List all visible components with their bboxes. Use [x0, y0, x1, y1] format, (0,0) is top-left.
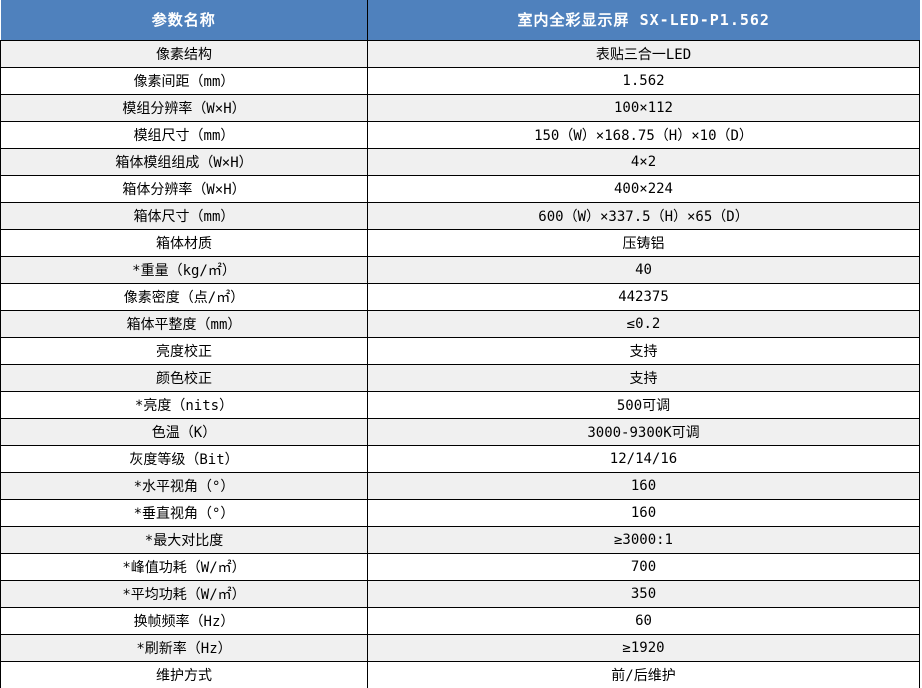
param-value-cell: 150（W）×168.75（H）×10（D） [367, 120, 920, 149]
param-value-cell: 600（W）×337.5（H）×65（D） [367, 201, 920, 230]
param-name-cell: 像素间距（mm） [0, 66, 368, 95]
param-value-cell: 支持 [367, 336, 920, 365]
param-value-cell: 前/后维护 [367, 660, 920, 688]
param-name-cell: 模组分辨率（W×H） [0, 93, 368, 122]
table-row: 模组分辨率（W×H） 100×112 [0, 93, 920, 122]
param-name-cell: 箱体材质 [0, 228, 368, 257]
param-value-cell: 表贴三合一LED [367, 39, 920, 68]
param-value-cell: 160 [367, 498, 920, 527]
table-row: 色温（K） 3000-9300K可调 [0, 417, 920, 446]
table-row: 箱体模组组成（W×H） 4×2 [0, 147, 920, 176]
param-value-cell: 160 [367, 471, 920, 500]
header-product-model: 室内全彩显示屏 SX-LED-P1.562 [367, 0, 920, 41]
param-name-cell: *水平视角（°） [0, 471, 368, 500]
table-row: 颜色校正 支持 [0, 363, 920, 392]
param-value-cell: ≤0.2 [367, 309, 920, 338]
table-row: 像素密度（点/㎡） 442375 [0, 282, 920, 311]
param-name-cell: *垂直视角（°） [0, 498, 368, 527]
param-name-cell: *最大对比度 [0, 525, 368, 554]
param-name-cell: 箱体模组组成（W×H） [0, 147, 368, 176]
table-row: 像素结构 表贴三合一LED [0, 39, 920, 68]
table-row: *水平视角（°） 160 [0, 471, 920, 500]
param-name-cell: 色温（K） [0, 417, 368, 446]
param-value-cell: 700 [367, 552, 920, 581]
table-row: *重量（kg/㎡） 40 [0, 255, 920, 284]
param-name-cell: 像素密度（点/㎡） [0, 282, 368, 311]
param-value-cell: 1.562 [367, 66, 920, 95]
param-name-cell: 颜色校正 [0, 363, 368, 392]
param-name-cell: *重量（kg/㎡） [0, 255, 368, 284]
param-value-cell: 60 [367, 606, 920, 635]
param-name-cell: 亮度校正 [0, 336, 368, 365]
param-name-cell: 模组尺寸（mm） [0, 120, 368, 149]
param-name-cell: 箱体平整度（mm） [0, 309, 368, 338]
param-name-cell: *亮度（nits） [0, 390, 368, 419]
header-param-name: 参数名称 [0, 0, 368, 41]
param-value-cell: 12/14/16 [367, 444, 920, 473]
param-name-cell: 维护方式 [0, 660, 368, 688]
table-row: 灰度等级（Bit） 12/14/16 [0, 444, 920, 473]
table-row: *刷新率（Hz） ≥1920 [0, 633, 920, 662]
param-name-cell: *刷新率（Hz） [0, 633, 368, 662]
header-row: 参数名称 室内全彩显示屏 SX-LED-P1.562 [0, 0, 920, 41]
param-value-cell: 4×2 [367, 147, 920, 176]
param-value-cell: ≥1920 [367, 633, 920, 662]
table-row: 换帧频率（Hz） 60 [0, 606, 920, 635]
param-name-cell: 像素结构 [0, 39, 368, 68]
table-row: 箱体分辨率（W×H） 400×224 [0, 174, 920, 203]
table-row: 像素间距（mm） 1.562 [0, 66, 920, 95]
table-row: 箱体尺寸（mm） 600（W）×337.5（H）×65（D） [0, 201, 920, 230]
table-row: *平均功耗（W/㎡） 350 [0, 579, 920, 608]
param-value-cell: 40 [367, 255, 920, 284]
param-value-cell: ≥3000:1 [367, 525, 920, 554]
param-name-cell: 灰度等级（Bit） [0, 444, 368, 473]
spec-table-body: 像素结构 表贴三合一LED 像素间距（mm） 1.562 模组分辨率（W×H） 100×1… [0, 39, 920, 688]
param-name-cell: 箱体尺寸（mm） [0, 201, 368, 230]
table-row: *峰值功耗（W/㎡） 700 [0, 552, 920, 581]
table-row: *亮度（nits） 500可调 [0, 390, 920, 419]
param-value-cell: 压铸铝 [367, 228, 920, 257]
param-name-cell: 换帧频率（Hz） [0, 606, 368, 635]
param-value-cell: 400×224 [367, 174, 920, 203]
param-name-cell: *峰值功耗（W/㎡） [0, 552, 368, 581]
table-row: 亮度校正 支持 [0, 336, 920, 365]
table-row: 箱体材质 压铸铝 [0, 228, 920, 257]
param-value-cell: 100×112 [367, 93, 920, 122]
param-value-cell: 3000-9300K可调 [367, 417, 920, 446]
param-value-cell: 支持 [367, 363, 920, 392]
table-row: *垂直视角（°） 160 [0, 498, 920, 527]
param-value-cell: 442375 [367, 282, 920, 311]
table-row: 维护方式 前/后维护 [0, 660, 920, 688]
param-value-cell: 350 [367, 579, 920, 608]
param-value-cell: 500可调 [367, 390, 920, 419]
param-name-cell: *平均功耗（W/㎡） [0, 579, 368, 608]
table-row: 模组尺寸（mm） 150（W）×168.75（H）×10（D） [0, 120, 920, 149]
table-row: 箱体平整度（mm） ≤0.2 [0, 309, 920, 338]
param-name-cell: 箱体分辨率（W×H） [0, 174, 368, 203]
table-row: *最大对比度 ≥3000:1 [0, 525, 920, 554]
